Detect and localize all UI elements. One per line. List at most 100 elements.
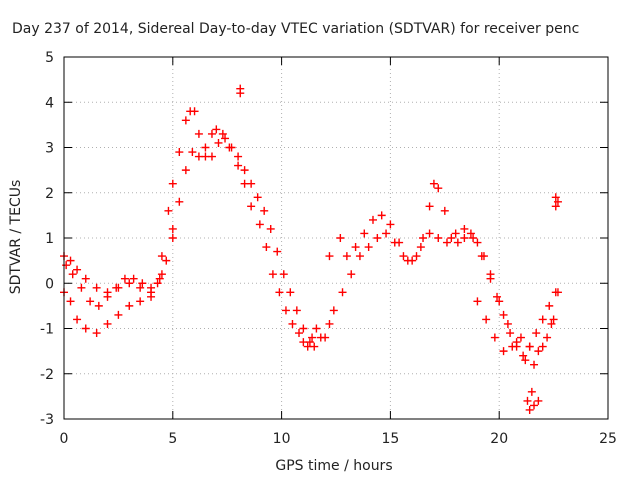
- data-point-trace-d: [440, 206, 449, 215]
- data-point-trace-e: [408, 256, 417, 265]
- data-point-trace-a: [175, 148, 184, 157]
- data-point-trace-d: [351, 243, 360, 252]
- data-point-trace-e: [530, 360, 539, 369]
- data-point-trace-b: [73, 315, 82, 324]
- data-point-trace-d: [499, 310, 508, 319]
- data-point-trace-b: [310, 342, 319, 351]
- data-point-trace-f: [534, 347, 543, 356]
- data-point-trace-d: [532, 329, 541, 338]
- data-point-trace-a: [157, 252, 166, 261]
- data-point-trace-e: [442, 238, 451, 247]
- data-point-trace-c: [129, 274, 138, 283]
- data-point-trace-b: [207, 152, 216, 161]
- data-point-trace-d: [377, 211, 386, 220]
- data-point-trace-d: [538, 315, 547, 324]
- data-point-trace-d: [368, 215, 377, 224]
- x-tick-label: 5: [168, 431, 177, 447]
- data-point-trace-b: [136, 297, 145, 306]
- data-point-trace-a: [153, 279, 162, 288]
- data-point-trace-a: [201, 143, 210, 152]
- data-point-trace-e: [399, 252, 408, 261]
- data-point-trace-d: [447, 234, 456, 242]
- x-tick-labels: 0 5 10 15 20 25: [60, 431, 617, 447]
- data-point-trace-c: [112, 283, 121, 292]
- data-point-trace-e: [538, 342, 547, 351]
- data-point-trace-b: [157, 270, 166, 279]
- data-point-trace-e: [521, 356, 530, 365]
- data-point-trace-a: [329, 306, 338, 315]
- data-point-trace-a: [247, 202, 256, 211]
- data-point-trace-a: [212, 125, 221, 134]
- data-point-trace-e: [355, 252, 364, 261]
- data-point-trace-a: [164, 206, 173, 215]
- data-point-trace-b: [168, 224, 177, 233]
- y-axis-label: SDTVAR / TECUs: [8, 180, 24, 295]
- data-point-trace-a: [73, 265, 82, 274]
- data-point-trace-f: [516, 333, 525, 342]
- data-point-outliers: [551, 202, 560, 211]
- data-point-trace-b: [92, 329, 101, 338]
- y-tick-label: -2: [40, 367, 54, 383]
- data-point-trace-b: [253, 193, 262, 202]
- data-point-trace-e: [373, 234, 382, 242]
- data-point-trace-d: [466, 229, 475, 238]
- data-point-trace-d: [493, 292, 502, 301]
- x-tick-label: 20: [490, 431, 508, 447]
- data-point-trace-a: [295, 329, 304, 338]
- y-tick-label: 4: [45, 95, 54, 111]
- data-point-trace-a: [234, 161, 243, 170]
- data-point-trace-e: [495, 297, 504, 306]
- data-point-trace-e: [477, 252, 486, 261]
- x-tick-label: 0: [60, 431, 69, 447]
- data-point-trace-a: [218, 129, 227, 138]
- data-point-trace-b: [279, 270, 288, 279]
- data-point-outliers: [551, 193, 560, 202]
- data-point-trace-d: [473, 238, 482, 247]
- data-point-trace-e: [416, 243, 425, 252]
- data-point-trace-e: [338, 288, 347, 297]
- data-point-trace-a: [325, 319, 334, 328]
- chart-title: Day 237 of 2014, Sidereal Day-to-day VTE…: [12, 21, 579, 37]
- data-point-trace-e: [553, 288, 562, 297]
- x-tick-label: 15: [381, 431, 399, 447]
- data-point-trace-b: [114, 310, 123, 319]
- x-tick-label: 25: [599, 431, 617, 447]
- data-point-trace-a: [275, 288, 284, 297]
- data-point-trace-d: [342, 252, 351, 261]
- data-point-trace-c: [94, 301, 103, 310]
- data-point-trace-a: [181, 116, 190, 125]
- data-point-trace-e: [512, 338, 521, 347]
- data-point-trace-c: [120, 274, 129, 283]
- data-point-trace-a: [168, 179, 177, 188]
- data-point-trace-c: [162, 256, 171, 265]
- data-point-trace-e: [347, 270, 356, 279]
- data-point-trace-f: [490, 333, 499, 342]
- data-point-trace-f: [482, 315, 491, 324]
- data-point-trace-e: [547, 319, 556, 328]
- data-point-trace-b: [286, 288, 295, 297]
- data-point-trace-e: [469, 234, 478, 242]
- data-point-trace-a: [136, 283, 145, 292]
- data-point-trace-c: [155, 274, 164, 283]
- data-point-trace-a: [308, 333, 317, 342]
- data-point-trace-b: [292, 306, 301, 315]
- data-point-trace-b: [175, 197, 184, 206]
- data-point-trace-b: [147, 292, 156, 301]
- data-point-trace-d: [434, 184, 443, 193]
- data-point-trace-e: [503, 319, 512, 328]
- data-point-trace-e: [434, 234, 443, 242]
- data-point-trace-e: [364, 243, 373, 252]
- data-point-trace-b: [188, 148, 197, 157]
- data-point-trace-a: [190, 107, 199, 116]
- data-point-trace-f: [499, 347, 508, 356]
- data-point-trace-d: [425, 202, 434, 211]
- data-point-trace-f: [473, 297, 482, 306]
- data-point-trace-a: [268, 270, 277, 279]
- data-point-trace-d: [336, 234, 345, 242]
- data-point-trace-d: [360, 229, 369, 238]
- data-point-trace-b: [234, 152, 243, 161]
- data-point-trace-f: [549, 315, 558, 324]
- data-point-outliers: [325, 252, 334, 261]
- y-tick-label: 5: [45, 50, 54, 66]
